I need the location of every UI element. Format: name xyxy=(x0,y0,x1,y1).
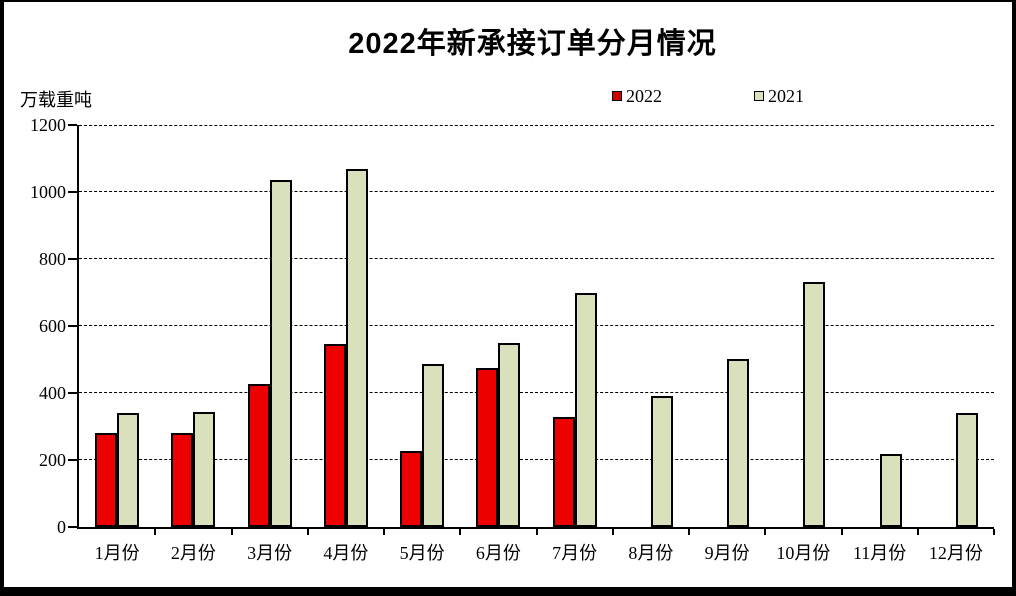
bar-2022-7月份 xyxy=(552,417,575,527)
x-tick-label-1月份: 1月份 xyxy=(94,543,140,563)
legend: 2022 2021 xyxy=(612,87,804,105)
x-tick-label-12月份: 12月份 xyxy=(928,543,983,563)
gridline-1000 xyxy=(79,191,994,192)
y-axis-tick xyxy=(68,392,77,394)
legend-swatch-2021-icon xyxy=(754,91,764,101)
chart-title: 2022年新承接订单分月情况 xyxy=(348,28,717,60)
y-axis-tick xyxy=(68,325,77,327)
x-axis-tick xyxy=(916,529,919,535)
y-axis-tick xyxy=(68,526,77,528)
x-axis-tick xyxy=(154,529,157,535)
y-axis-tick xyxy=(68,124,77,126)
x-tick-label-10月份: 10月份 xyxy=(776,543,831,563)
x-tick-label-7月份: 7月份 xyxy=(552,543,598,563)
bar-2021-1月份 xyxy=(117,413,140,527)
bar-2021-5月份 xyxy=(422,364,445,527)
bar-2021-12月份 xyxy=(955,413,978,527)
bar-2022-1月份 xyxy=(95,433,118,527)
gridline-200 xyxy=(79,459,994,460)
legend-item-2022: 2022 xyxy=(612,87,662,105)
x-axis-tick xyxy=(459,529,462,535)
gridline-800 xyxy=(79,258,994,259)
legend-item-2021: 2021 xyxy=(754,87,804,105)
x-tick-label-4月份: 4月份 xyxy=(323,543,369,563)
bar-2021-8月份 xyxy=(650,396,673,527)
y-tick-label-400: 400 xyxy=(39,383,66,403)
y-tick-label-800: 800 xyxy=(39,249,66,269)
plot-area xyxy=(77,125,994,529)
gridline-400 xyxy=(79,392,994,393)
bar-2021-2月份 xyxy=(193,412,216,527)
legend-swatch-2022-icon xyxy=(612,91,622,101)
x-axis-tick xyxy=(840,529,843,535)
y-axis-unit-label: 万载重吨 xyxy=(20,90,92,110)
bar-2021-11月份 xyxy=(879,454,902,527)
y-tick-label-1000: 1000 xyxy=(30,182,66,202)
legend-label-2021: 2021 xyxy=(768,86,804,106)
y-axis-tick xyxy=(68,258,77,260)
y-tick-label-1200: 1200 xyxy=(30,115,66,135)
x-tick-label-2月份: 2月份 xyxy=(170,543,216,563)
x-tick-label-6月份: 6月份 xyxy=(475,543,521,563)
y-tick-label-600: 600 xyxy=(39,316,66,336)
bar-2022-6月份 xyxy=(476,368,499,527)
x-axis-tick xyxy=(611,529,614,535)
x-axis-tick xyxy=(383,529,385,535)
bar-2021-9月份 xyxy=(727,359,750,527)
y-tick-label-200: 200 xyxy=(39,450,66,470)
x-axis-tick xyxy=(764,529,767,535)
legend-label-2022: 2022 xyxy=(626,86,662,106)
x-axis-tick xyxy=(230,529,233,535)
bar-2022-2月份 xyxy=(171,433,194,527)
bar-2021-10月份 xyxy=(803,282,826,527)
x-axis-tick xyxy=(993,529,995,535)
bar-2021-3月份 xyxy=(269,180,292,527)
bar-2022-3月份 xyxy=(247,384,270,527)
gridline-1200 xyxy=(79,125,994,126)
bar-2022-5月份 xyxy=(400,451,423,527)
x-axis-tick xyxy=(535,529,538,535)
x-tick-label-3月份: 3月份 xyxy=(247,543,293,563)
bar-2021-4月份 xyxy=(345,169,368,527)
x-tick-label-8月份: 8月份 xyxy=(628,543,674,563)
y-tick-label-0: 0 xyxy=(57,517,66,537)
bar-2021-6月份 xyxy=(498,343,521,527)
bar-2021-7月份 xyxy=(574,293,597,527)
bar-2022-4月份 xyxy=(323,344,346,527)
x-tick-label-5月份: 5月份 xyxy=(399,543,445,563)
x-tick-label-11月份: 11月份 xyxy=(852,543,907,563)
gridline-600 xyxy=(79,325,994,326)
x-axis-tick xyxy=(306,529,309,535)
x-tick-label-9月份: 9月份 xyxy=(704,543,750,563)
y-axis-tick xyxy=(68,191,77,193)
y-axis-tick xyxy=(68,459,77,461)
x-axis-tick xyxy=(688,529,690,535)
